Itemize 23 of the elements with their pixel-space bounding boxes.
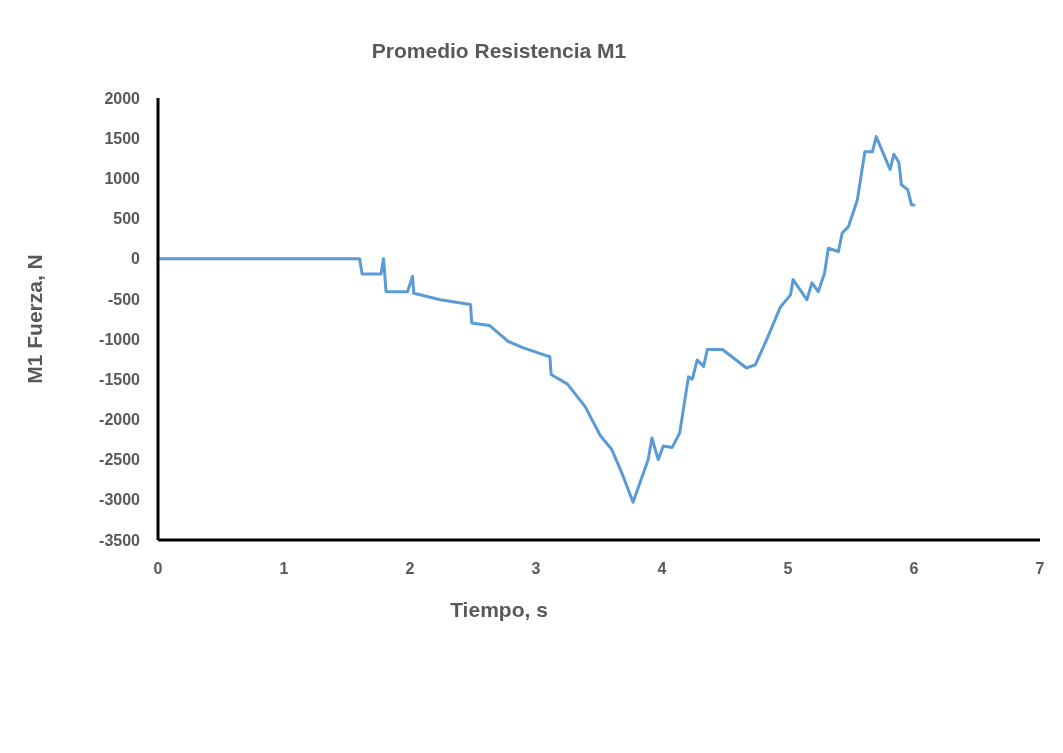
y-tick-label: -3500: [99, 531, 141, 549]
chart-title: Promedio Resistencia M1: [371, 39, 627, 62]
y-tick-label: -1000: [99, 330, 141, 348]
x-tick-label: 0: [153, 560, 163, 577]
x-tick-label: 7: [1035, 560, 1045, 577]
y-tick-label: 2000: [104, 89, 141, 107]
x-tick-label: 2: [405, 560, 415, 577]
y-tick-label: -2000: [99, 411, 141, 429]
x-tick-label: 3: [531, 560, 541, 577]
x-tick-label: 6: [909, 560, 919, 577]
x-tick-label: 1: [279, 560, 289, 577]
y-tick-label: 1000: [104, 169, 141, 187]
x-tick-label: 5: [783, 560, 793, 577]
y-tick-label: 1500: [104, 129, 141, 147]
x-axis-title: Tiempo, s: [450, 598, 548, 621]
y-tick-label: -500: [107, 290, 141, 308]
y-tick-label: -1500: [99, 370, 141, 388]
y-tick-label: 500: [113, 210, 141, 228]
y-tick-label: -2500: [99, 451, 141, 469]
y-axis-title: M1 Fuerza, N: [23, 254, 46, 384]
x-tick-label: 4: [657, 560, 667, 577]
y-tick-label: 0: [131, 250, 141, 268]
y-tick-label: -3000: [99, 491, 141, 509]
